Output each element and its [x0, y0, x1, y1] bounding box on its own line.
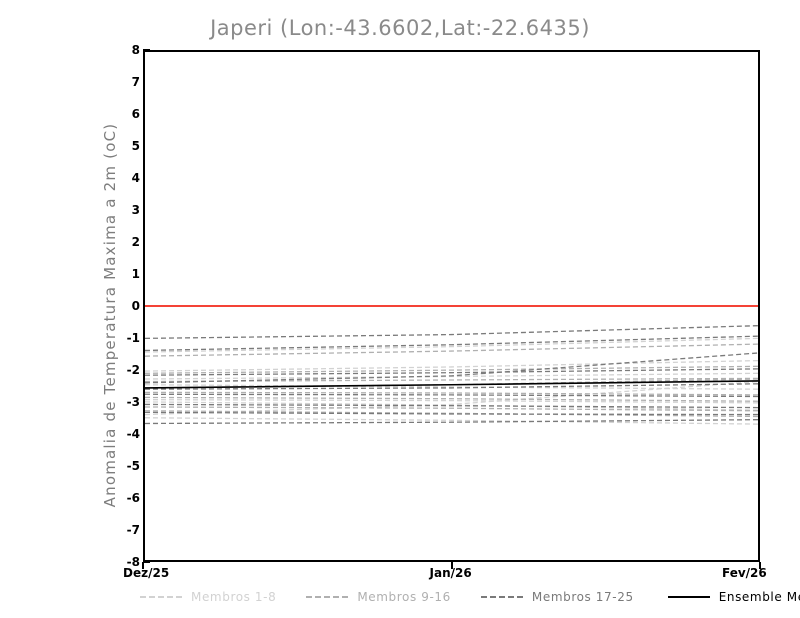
y-tick-label: 7: [131, 75, 140, 89]
legend-label: Membros 9-16: [357, 590, 451, 604]
member-line: [145, 406, 758, 412]
legend-swatch-icon: [480, 596, 523, 598]
y-tick-label: 8: [131, 43, 140, 57]
legend-label: Membros 1-8: [191, 590, 277, 604]
y-tick-label: 3: [131, 203, 140, 217]
y-tick-label: -1: [126, 331, 140, 345]
legend-item[interactable]: Membros 9-16: [306, 590, 451, 604]
member-line: [145, 359, 758, 372]
legend-item[interactable]: Membros 1-8: [140, 590, 276, 604]
plot-lines: [145, 305, 758, 425]
member-line: [145, 391, 758, 396]
y-tick-label: 1: [131, 267, 140, 281]
member-line: [145, 417, 758, 425]
ensemble-mean-line: [145, 380, 758, 389]
y-tick-label: -8: [126, 555, 140, 569]
member-line: [145, 380, 758, 416]
x-tick-mark: [142, 562, 144, 569]
member-line: [145, 396, 758, 402]
member-line: [145, 343, 758, 357]
member-line: [145, 365, 758, 374]
y-tick-label: -5: [126, 459, 140, 473]
member-line: [145, 399, 758, 404]
y-tick-label: 4: [131, 171, 140, 185]
y-tick-label: -3: [126, 395, 140, 409]
legend-swatch-icon: [667, 596, 710, 598]
member-line: [145, 368, 758, 376]
x-tick-label: Fev/26: [722, 566, 767, 580]
y-tick-label: 6: [131, 107, 140, 121]
y-tick-label: -2: [126, 363, 140, 377]
chart-legend: Membros 1-8 Membros 9-16 Membros 17-25 Ense…: [140, 588, 800, 606]
legend-label: Ensemble Mean: [718, 590, 800, 604]
y-tick-label: 0: [131, 299, 140, 313]
member-line: [145, 325, 758, 340]
member-line: [145, 383, 758, 390]
y-tick-label: -7: [126, 523, 140, 537]
y-tick-label: -6: [126, 491, 140, 505]
member-line: [145, 411, 758, 416]
chart-title: Japeri (Lon:-43.6602,Lat:-22.6435): [210, 16, 590, 40]
y-tick-mark: [143, 561, 150, 563]
x-tick-label: Jan/26: [429, 566, 472, 580]
x-tick-label: Dez/25: [123, 566, 170, 580]
member-line: [145, 403, 758, 409]
member-line: [145, 337, 758, 353]
legend-swatch-icon: [306, 596, 349, 598]
member-line: [145, 377, 758, 383]
member-line: [145, 335, 758, 352]
member-line: [145, 393, 758, 398]
legend-swatch-icon: [140, 596, 182, 598]
legend-item[interactable]: Membros 17-25: [480, 590, 634, 604]
y-axis-tick-labels: 8 7 6 5 4 3 2 1 0 -1 -2 -3 -4 -5 -6 -7 -8: [114, 0, 140, 618]
plot-area: [143, 50, 760, 562]
x-tick-mark: [450, 562, 453, 569]
y-tick-label: -4: [126, 427, 140, 441]
member-line: [145, 419, 758, 425]
x-tick-mark: [759, 562, 761, 569]
y-tick-label: 2: [131, 235, 140, 249]
member-line: [145, 384, 758, 390]
member-line: [145, 352, 758, 384]
y-tick-label: 5: [131, 139, 140, 153]
legend-item[interactable]: Ensemble Mean: [667, 590, 800, 604]
legend-label: Membros 17-25: [531, 590, 634, 604]
